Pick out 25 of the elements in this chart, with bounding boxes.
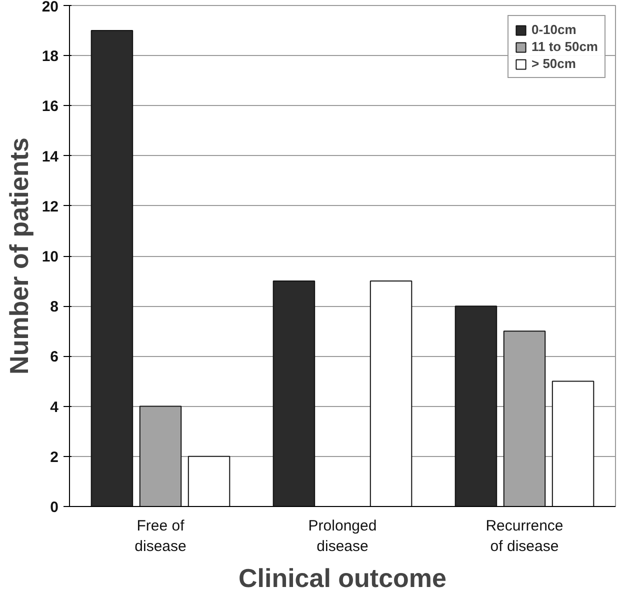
legend-label: 11 to 50cm [532,39,598,54]
x-tick-label: Recurrence of disease [486,518,564,555]
bar [370,280,412,506]
bar [552,380,594,506]
y-tick-label: 8 [50,298,58,316]
y-axis-title: Number of patients [4,138,34,374]
y-tick-label: 4 [50,398,60,416]
x-tick-label: Prolonged disease [308,518,377,555]
y-tick-label: 0 [50,499,58,516]
legend-label: 0-10cm [532,22,576,37]
y-tick-label: 6 [50,348,58,366]
x-tick-label: Free of disease [134,518,186,555]
y-tick-label: 2 [50,448,58,466]
bar [188,456,230,506]
y-tick-label: 16 [42,98,59,116]
bar [90,30,134,506]
bar [272,280,316,506]
y-tick-label: 20 [42,0,59,16]
bar [454,306,498,506]
y-tick-label: 12 [42,198,59,216]
y-tick-label: 10 [42,248,59,266]
x-axis-title: Clinical outcome [238,562,447,593]
y-tick-label: 18 [42,48,59,66]
y-tick-label: 14 [42,148,60,166]
legend-label: > 50cm [532,56,576,71]
